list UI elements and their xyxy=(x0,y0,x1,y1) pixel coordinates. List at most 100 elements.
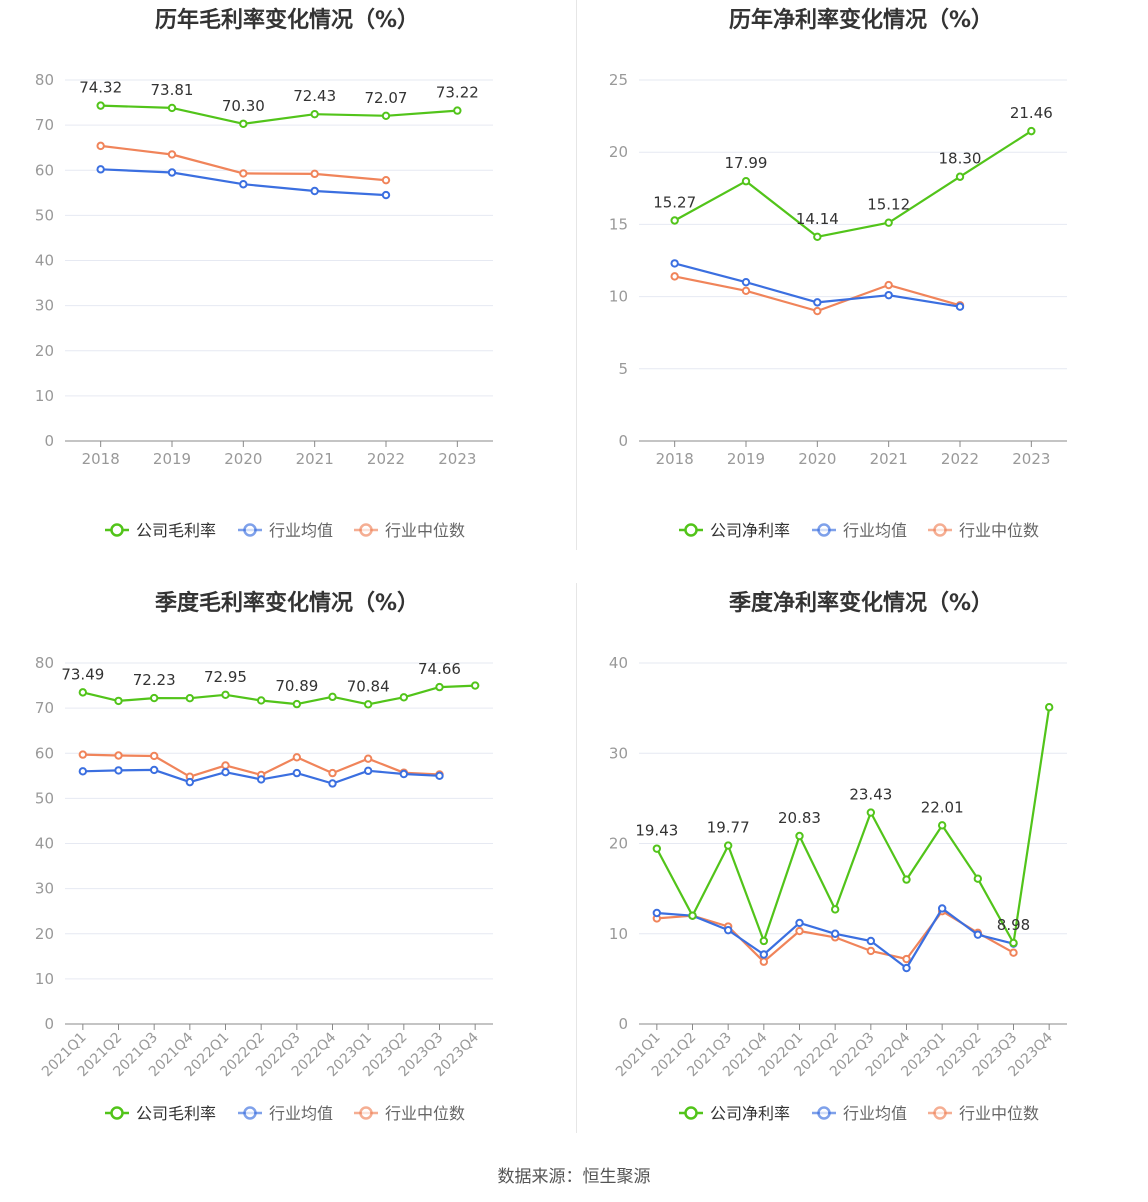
data-point xyxy=(884,280,893,290)
data-point xyxy=(435,682,444,692)
chart-title: 历年毛利率变化情况（%） xyxy=(154,8,420,33)
legend-item: 行业均值 xyxy=(238,521,333,540)
x-tick-label: 2020 xyxy=(798,450,836,468)
data-point xyxy=(937,821,947,830)
data-point xyxy=(937,904,947,913)
y-tick-label: 15 xyxy=(609,215,628,233)
x-tick-label: 2023 xyxy=(438,450,476,468)
legend-label: 公司净利率 xyxy=(710,521,790,540)
legend-label: 行业均值 xyxy=(843,1104,907,1123)
series-line xyxy=(655,707,1051,945)
data-point xyxy=(723,925,733,935)
legend-label: 行业中位数 xyxy=(385,1104,465,1123)
x-tick-label: 2021 xyxy=(296,450,334,468)
data-point xyxy=(741,177,751,186)
data-point xyxy=(185,693,195,703)
legend-marker xyxy=(684,523,698,537)
y-tick-label: 30 xyxy=(35,297,54,315)
legend-label: 行业中位数 xyxy=(385,521,465,540)
data-point xyxy=(830,905,840,914)
data-point xyxy=(670,259,679,268)
legend-label: 公司毛利率 xyxy=(136,1104,216,1123)
data-point xyxy=(795,831,804,841)
legend-marker xyxy=(243,523,257,537)
data-point xyxy=(1027,126,1036,136)
y-tick-label: 5 xyxy=(618,360,628,378)
data-point xyxy=(381,111,391,120)
data-point xyxy=(78,688,88,697)
data-label: 21.46 xyxy=(1010,104,1053,122)
chart-svg: 0 10 20 30 40 50 60 70 80 2018 2019 2020 2021 2022 202… xyxy=(35,71,493,540)
y-tick-label: 10 xyxy=(35,387,54,405)
data-point xyxy=(292,699,302,709)
data-label: 73.49 xyxy=(61,665,104,683)
y-tick-label: 20 xyxy=(609,835,628,853)
chart-title: 季度净利率变化情况（%） xyxy=(728,591,994,616)
y-tick-label: 50 xyxy=(35,206,54,224)
y-tick-label: 0 xyxy=(44,1015,54,1033)
legend-label: 行业均值 xyxy=(843,521,907,540)
data-label: 14.14 xyxy=(796,210,839,228)
data-point xyxy=(114,766,123,775)
data-label: 70.89 xyxy=(275,677,318,695)
chart-svg: 010203040506070802021Q12021Q22021Q32021Q… xyxy=(35,654,493,1123)
y-tick-label: 60 xyxy=(35,161,54,179)
data-point xyxy=(866,936,876,946)
data-point xyxy=(902,963,911,973)
y-tick-label: 80 xyxy=(35,71,54,89)
y-tick-label: 70 xyxy=(35,116,54,134)
y-tick-label: 20 xyxy=(609,143,628,161)
data-point xyxy=(363,700,373,709)
data-label: 8.98 xyxy=(997,916,1030,934)
data-label: 15.12 xyxy=(867,196,910,214)
data-point xyxy=(435,771,444,781)
y-tick-label: 0 xyxy=(618,1015,628,1033)
legend-marker xyxy=(359,1106,373,1120)
data-point xyxy=(1009,938,1018,948)
legend-item: 公司毛利率 xyxy=(105,521,216,540)
chart-title: 季度毛利率变化情况（%） xyxy=(154,591,420,616)
data-point xyxy=(688,911,697,920)
data-point xyxy=(759,957,769,966)
data-point xyxy=(813,298,822,307)
data-point xyxy=(167,150,177,159)
legend-marker xyxy=(110,523,124,537)
data-point xyxy=(813,232,822,242)
y-tick-label: 70 xyxy=(35,699,54,717)
data-label: 17.99 xyxy=(725,154,768,172)
data-point xyxy=(795,918,804,928)
data-point xyxy=(884,218,893,227)
data-point xyxy=(670,216,679,225)
data-label: 73.22 xyxy=(436,84,479,102)
legend-item: 行业中位数 xyxy=(928,1104,1039,1123)
series-line xyxy=(82,684,476,706)
data-point xyxy=(256,696,266,705)
data-point xyxy=(310,109,319,119)
legend-label: 行业中位数 xyxy=(959,521,1039,540)
x-tick-label: 2019 xyxy=(153,450,191,468)
legend-item: 行业均值 xyxy=(238,1104,333,1123)
legend-marker xyxy=(817,523,831,537)
data-point xyxy=(292,753,302,762)
data-point xyxy=(310,186,319,196)
x-tick-label: 2019 xyxy=(727,450,765,468)
data-point xyxy=(453,106,462,115)
legend-label: 行业中位数 xyxy=(959,1104,1039,1123)
legend-marker xyxy=(817,1106,831,1120)
y-tick-label: 40 xyxy=(35,835,54,853)
data-point xyxy=(78,750,88,759)
legend-item: 行业均值 xyxy=(812,1104,907,1123)
data-label: 70.84 xyxy=(347,677,390,695)
data-point xyxy=(902,875,911,884)
data-point xyxy=(221,690,230,700)
data-point xyxy=(973,874,983,883)
data-source-note: 数据来源：恒生聚源 xyxy=(497,1167,651,1187)
data-point xyxy=(96,165,105,174)
data-point xyxy=(741,286,751,296)
legend-item: 公司净利率 xyxy=(679,1104,790,1123)
data-point xyxy=(167,168,177,177)
legend-marker xyxy=(933,523,947,537)
y-tick-label: 30 xyxy=(35,880,54,898)
data-point xyxy=(955,302,965,311)
chart-quarterly-gross-margin: 季度毛利率变化情况（%） 0 10 20 30 40 50 60 70 80 2021Q1 2021… xyxy=(0,583,574,1163)
